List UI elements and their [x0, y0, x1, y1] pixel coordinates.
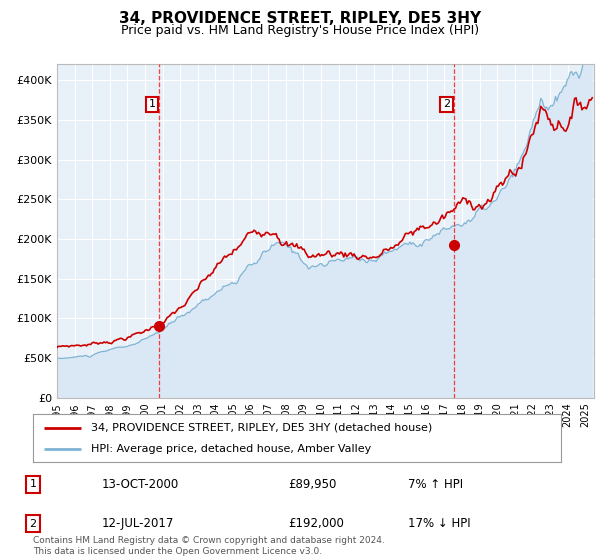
Text: £89,950: £89,950	[288, 478, 337, 491]
Text: HPI: Average price, detached house, Amber Valley: HPI: Average price, detached house, Ambe…	[91, 444, 371, 454]
Text: £192,000: £192,000	[288, 517, 344, 530]
Text: 1: 1	[148, 99, 155, 109]
Text: 7% ↑ HPI: 7% ↑ HPI	[408, 478, 463, 491]
Text: 34, PROVIDENCE STREET, RIPLEY, DE5 3HY: 34, PROVIDENCE STREET, RIPLEY, DE5 3HY	[119, 11, 481, 26]
Text: 13-OCT-2000: 13-OCT-2000	[102, 478, 179, 491]
Text: 2: 2	[29, 519, 37, 529]
Text: 12-JUL-2017: 12-JUL-2017	[102, 517, 175, 530]
Text: 2: 2	[443, 99, 451, 109]
Text: Contains HM Land Registry data © Crown copyright and database right 2024.
This d: Contains HM Land Registry data © Crown c…	[33, 536, 385, 556]
Text: 34, PROVIDENCE STREET, RIPLEY, DE5 3HY (detached house): 34, PROVIDENCE STREET, RIPLEY, DE5 3HY (…	[91, 423, 433, 433]
Text: Price paid vs. HM Land Registry's House Price Index (HPI): Price paid vs. HM Land Registry's House …	[121, 24, 479, 37]
Text: 17% ↓ HPI: 17% ↓ HPI	[408, 517, 470, 530]
Text: 1: 1	[29, 479, 37, 489]
